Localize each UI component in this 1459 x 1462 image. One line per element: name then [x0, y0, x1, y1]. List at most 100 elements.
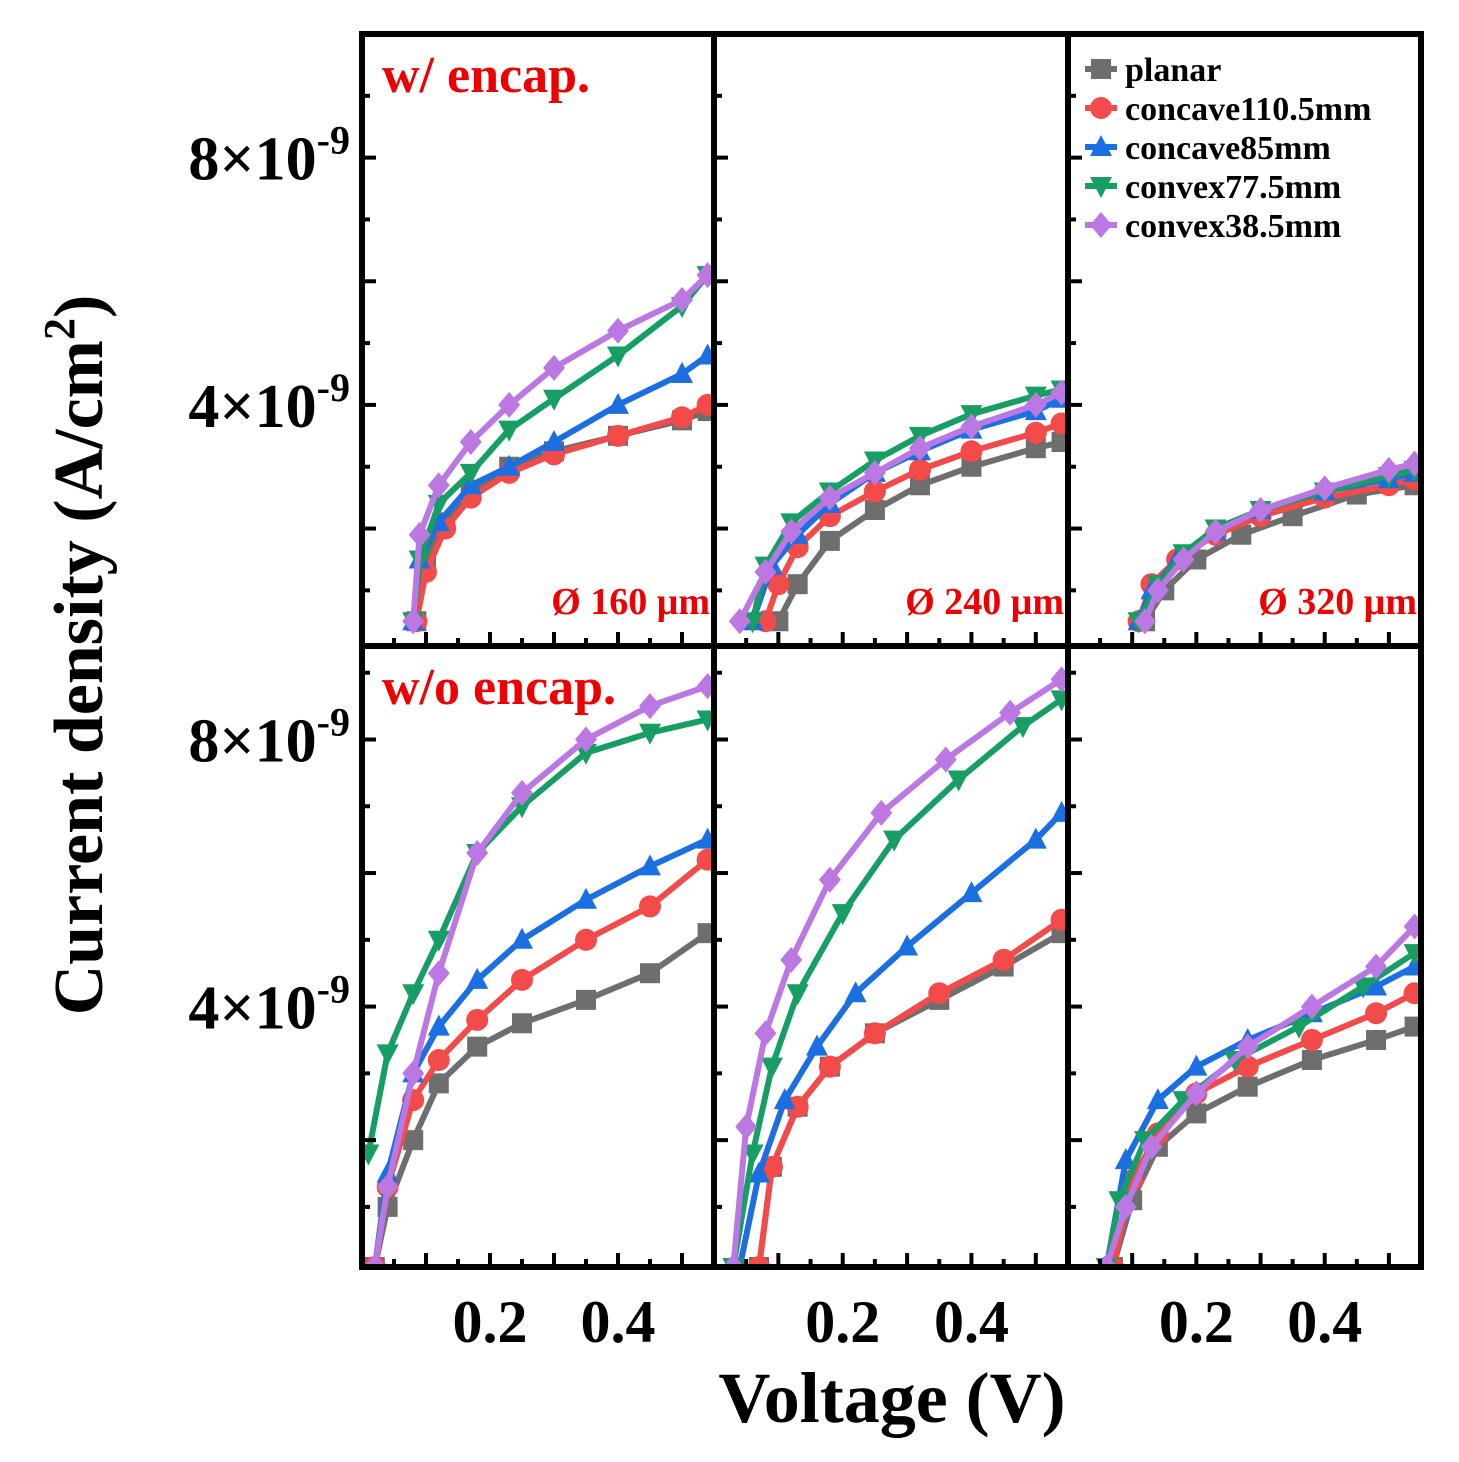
data-point: [864, 500, 885, 520]
data-point: [427, 1049, 450, 1071]
data-point: [1300, 993, 1323, 1020]
data-point: [928, 982, 951, 1005]
data-point: [1231, 524, 1252, 545]
panel-frame: [359, 643, 717, 1270]
data-point: [403, 1130, 424, 1151]
panel-row-label: w/o encap.: [382, 659, 616, 716]
data-point: [999, 699, 1022, 726]
panel-size-label: Ø 320 μm: [1258, 581, 1417, 623]
data-point: [754, 1020, 777, 1047]
data-point: [1365, 1002, 1388, 1025]
data-point: [883, 830, 906, 852]
data-point: [1011, 717, 1034, 739]
data-point: [1352, 977, 1375, 999]
data-point: [1050, 412, 1068, 435]
data-point: [960, 413, 983, 440]
data-point: [1050, 800, 1068, 822]
data-point: [819, 530, 840, 551]
data-point: [639, 895, 661, 918]
data-point: [511, 779, 533, 806]
series-line: [371, 930, 710, 1267]
data-point: [754, 558, 777, 585]
data-point: [376, 1173, 399, 1200]
data-point: [1185, 1054, 1208, 1076]
data-point: [1365, 953, 1388, 980]
data-point: [1140, 1133, 1163, 1160]
data-point: [697, 923, 714, 944]
panel-frame: [1065, 643, 1424, 1270]
data-point: [1024, 827, 1047, 849]
data-point: [748, 1161, 771, 1183]
series-convex38.5mm: [722, 666, 1068, 1267]
data-point: [1024, 421, 1047, 444]
data-point: [1146, 577, 1169, 604]
data-point: [1236, 1033, 1259, 1060]
series-line: [1103, 924, 1417, 1267]
y-axis-label-main: Current density (A/cm: [41, 340, 118, 1015]
series-line: [371, 857, 710, 1267]
data-point: [787, 574, 808, 595]
legend-marker: [1090, 177, 1112, 198]
data-point: [992, 948, 1015, 971]
data-point: [767, 573, 790, 596]
x-tick-label: 0.2: [805, 1289, 880, 1355]
data-point: [844, 981, 867, 1003]
data-point: [1313, 475, 1336, 502]
y-tick-label: 8×10-9: [188, 118, 350, 194]
data-point: [735, 1113, 758, 1140]
data-point: [1403, 913, 1421, 940]
series-convex77.5mm: [722, 690, 1068, 1267]
data-point: [961, 456, 982, 477]
panel-size-label: Ø 160 μm: [551, 581, 710, 623]
data-point: [498, 391, 521, 418]
data-point: [696, 262, 714, 289]
data-point: [467, 1036, 488, 1057]
axes-layer: 4×10-98×10-9w/ encap.Ø 160 μm Ø 240 μm Ø 3…: [188, 31, 1424, 1355]
data-point: [1146, 1088, 1169, 1110]
panel-3: Ø 320 μm: [1065, 31, 1424, 649]
data-point: [805, 1034, 828, 1056]
data-point: [363, 1254, 386, 1267]
data-point: [1237, 1076, 1258, 1097]
panel-frame: [711, 31, 1071, 649]
data-point: [427, 472, 450, 499]
panel-4: 4×10-98×10-90.2 0.4w/o encap.: [188, 643, 717, 1355]
panel-1: 4×10-98×10-9w/ encap.Ø 160 μm: [188, 31, 717, 649]
tick-marks: [1068, 670, 1391, 1267]
data-point: [831, 904, 854, 926]
y-tick-label: 4×10-9: [188, 967, 350, 1043]
plot-area: [1095, 913, 1421, 1267]
data-point: [1365, 974, 1388, 996]
data-point: [1114, 1193, 1137, 1220]
x-tick-label: 0.4: [934, 1289, 1009, 1355]
panel-6: 0.2 0.4: [1065, 643, 1424, 1355]
x-tick-label: 0.2: [453, 1289, 528, 1355]
data-point: [1186, 1103, 1207, 1124]
data-point: [639, 693, 661, 720]
data-point: [696, 673, 714, 700]
data-point: [1050, 666, 1068, 693]
data-point: [1185, 1080, 1208, 1107]
data-point: [1300, 1028, 1323, 1051]
data-point: [543, 354, 565, 381]
y-axis-label: Current density (A/cm2): [35, 295, 118, 1016]
data-point: [947, 770, 970, 792]
data-point: [696, 848, 714, 871]
data-point: [402, 984, 425, 1006]
data-point: [1114, 1148, 1137, 1170]
data-point: [466, 967, 489, 989]
y-tick-label: 8×10-9: [188, 699, 350, 775]
y-tick-mantissa: 8×10: [188, 126, 316, 194]
series-convex38.5mm: [1095, 913, 1421, 1267]
data-point: [870, 799, 893, 826]
series-concave110.5mm: [1101, 982, 1421, 1267]
data-point: [818, 1055, 841, 1078]
series-concave110.5mm: [754, 412, 1068, 633]
data-point: [909, 475, 930, 496]
data-point: [607, 317, 629, 344]
data-point: [575, 743, 597, 765]
data-point: [607, 424, 629, 447]
x-tick-label: 0.4: [1287, 1289, 1362, 1355]
data-point: [1403, 944, 1421, 966]
data-point: [576, 989, 596, 1010]
